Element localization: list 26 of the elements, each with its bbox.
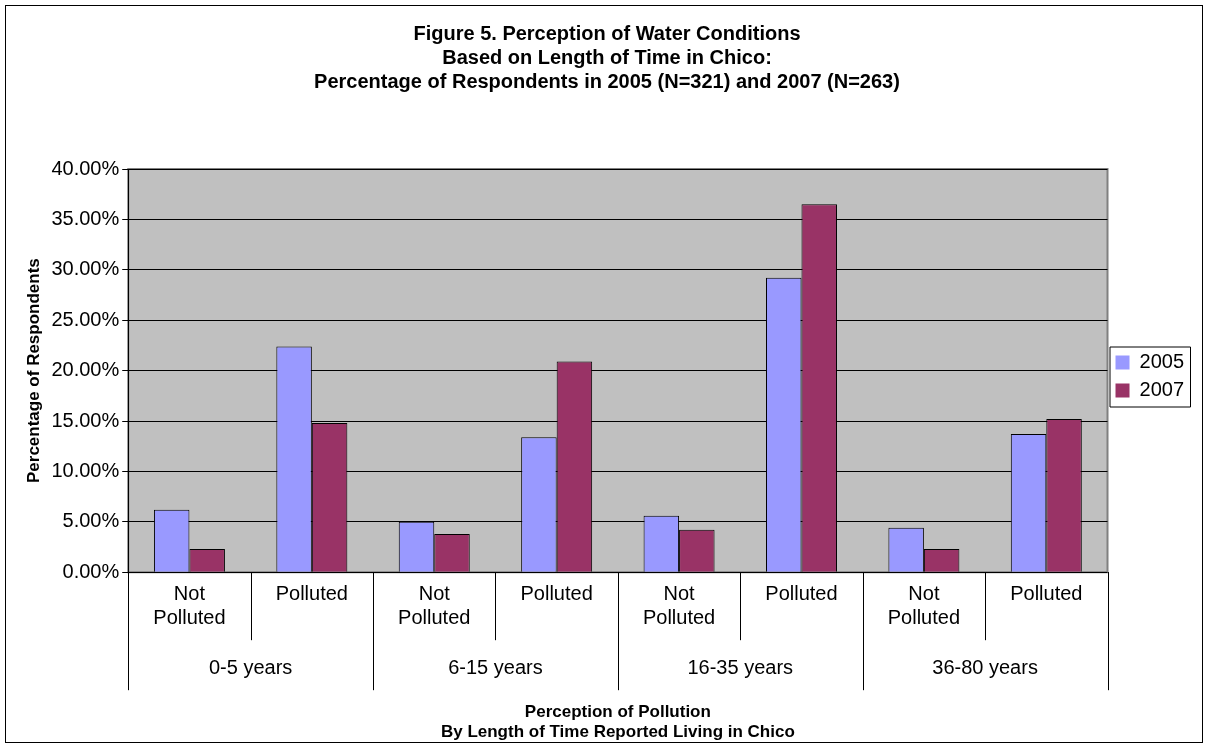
y-tick-label: 15.00% bbox=[51, 408, 120, 431]
y-tick-label: 35.00% bbox=[51, 206, 120, 229]
y-tick-label: 20.00% bbox=[51, 358, 120, 381]
x-tick-label: Polluted bbox=[765, 581, 838, 604]
legend-label: 2007 bbox=[1139, 378, 1185, 401]
x-tick-label: Not Polluted bbox=[398, 581, 471, 628]
x-axis-title: Perception of Pollution By Length of Time Reported Living in Chico bbox=[440, 702, 795, 742]
y-tick-label: 0.00% bbox=[62, 559, 120, 582]
y-tick-label: 30.00% bbox=[51, 257, 120, 280]
text: 16-35 years bbox=[687, 655, 794, 678]
text: 36-80 years bbox=[932, 655, 1038, 678]
x-tick-label: Not Polluted bbox=[887, 581, 961, 628]
x-tick-label: Polluted bbox=[1010, 581, 1083, 604]
y-tick-label: 5.00% bbox=[62, 509, 120, 532]
y-tick-label: 40.00% bbox=[51, 156, 120, 179]
y-tick-label: 10.00% bbox=[51, 458, 120, 481]
text: 6-15 years bbox=[448, 655, 543, 678]
text: 0-5 years bbox=[208, 655, 293, 678]
legend-label: 2005 bbox=[1139, 350, 1185, 373]
chart-title: Figure 5. Perception of Water Conditions Based on Length of Time in Chico: Percentage of Respondents in 2005 (N=321) and 2007 (N=263) bbox=[314, 21, 900, 92]
y-tick-label: 25.00% bbox=[51, 307, 120, 330]
x-tick-label: Not Polluted bbox=[642, 581, 716, 628]
y-axis-title: Percentage of Respondents bbox=[23, 258, 43, 484]
x-tick-label: Polluted bbox=[275, 581, 348, 604]
x-tick-label: Not Polluted bbox=[153, 581, 226, 628]
x-tick-label: Polluted bbox=[520, 581, 593, 604]
